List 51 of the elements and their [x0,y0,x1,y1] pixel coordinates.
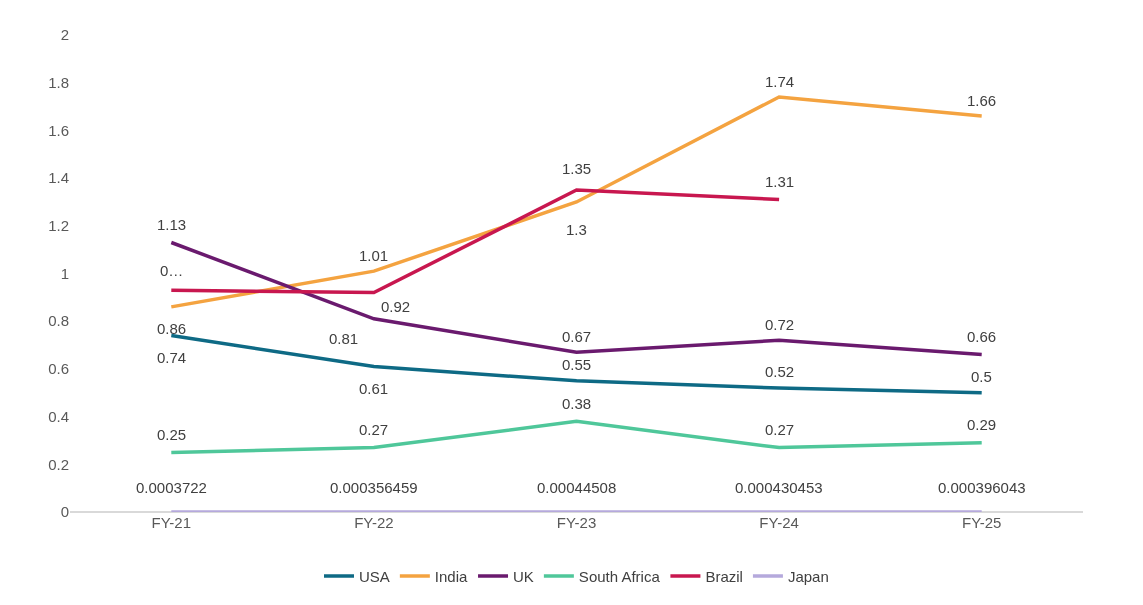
data-label: 0.5 [971,368,992,385]
data-label: 0.92 [381,298,411,315]
legend-label: India [434,567,469,585]
data-label: 0.38 [562,395,592,412]
data-label: 0.00044508 [537,479,617,496]
data-label: 0… [160,262,184,279]
y-tick-label: 2 [60,26,69,44]
y-tick-label: 1.2 [48,217,69,235]
data-label: 0.27 [765,421,795,438]
data-label: 0.29 [967,416,997,433]
data-label: 1.31 [765,173,795,190]
data-label: 0.61 [359,380,389,397]
y-tick-label: 0.2 [48,455,69,473]
legend-label: South Africa [578,567,661,585]
y-tick-label: 0 [60,503,69,521]
x-tick-label: FY-23 [556,514,597,531]
data-label: 1.74 [765,73,795,90]
data-label: 1.13 [157,216,187,233]
data-label: 0.27 [359,421,389,438]
x-tick-label: FY-25 [961,514,1002,531]
data-label: 0.86 [157,320,187,337]
legend-label: UK [513,567,534,585]
data-label: 0.000356459 [330,479,418,496]
data-label: 0.52 [765,363,795,380]
data-label: 0.66 [967,328,997,345]
data-label: 0.81 [329,330,359,347]
data-label: 0.0003722 [136,479,207,496]
y-tick-label: 1 [60,264,69,282]
data-label: 1.3 [566,221,587,238]
x-tick-label: FY-24 [759,514,799,531]
data-label: 1.66 [967,92,997,109]
y-tick-label: 1.6 [48,121,69,139]
data-label: 1.01 [359,247,389,264]
data-label: 0.74 [157,349,187,366]
y-tick-label: 1.4 [48,169,69,187]
y-tick-label: 0.8 [48,312,69,330]
data-label: 0.000396043 [938,479,1026,496]
y-tick-label: 0.4 [48,407,69,425]
legend-label: USA [359,567,390,585]
data-label: 0.67 [562,328,592,345]
data-label: 0.72 [765,316,795,333]
data-label: 0.25 [157,426,187,443]
legend-label: Japan [787,567,829,585]
data-label: 0.55 [562,356,592,373]
x-tick-label: FY-22 [354,514,394,531]
data-label: 0.000430453 [735,479,823,496]
y-tick-label: 0.6 [48,360,69,378]
data-label: 1.35 [562,160,592,177]
y-tick-label: 1.8 [48,73,69,91]
x-tick-label: FY-21 [151,514,192,531]
legend-label: Brazil [705,567,743,585]
